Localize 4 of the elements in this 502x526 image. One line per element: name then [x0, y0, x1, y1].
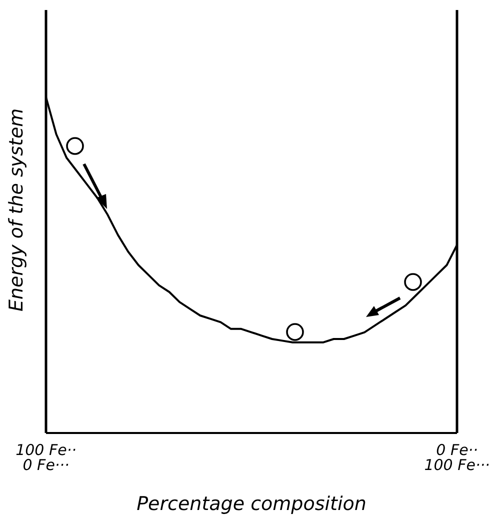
x-tick-label: 0 Fe·· 100 Fe··· — [424, 441, 490, 474]
x-axis-title: Percentage composition — [136, 493, 366, 515]
x-tick-label: 100 Fe·· 0 Fe··· — [16, 441, 76, 474]
y-axis-title: Energy of the system — [6, 108, 28, 312]
